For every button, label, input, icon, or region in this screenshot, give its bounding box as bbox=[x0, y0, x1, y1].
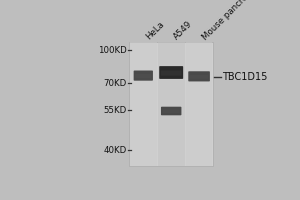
Text: HeLa: HeLa bbox=[145, 20, 166, 42]
FancyBboxPatch shape bbox=[129, 42, 213, 166]
Text: TBC1D15: TBC1D15 bbox=[222, 72, 268, 82]
Text: Mouse pancreas: Mouse pancreas bbox=[200, 0, 256, 42]
FancyBboxPatch shape bbox=[163, 110, 180, 113]
FancyBboxPatch shape bbox=[134, 71, 153, 81]
FancyBboxPatch shape bbox=[161, 70, 182, 76]
FancyBboxPatch shape bbox=[135, 74, 151, 78]
Text: 55KD: 55KD bbox=[104, 106, 127, 115]
FancyBboxPatch shape bbox=[188, 71, 210, 81]
Text: 40KD: 40KD bbox=[104, 146, 127, 155]
Text: 100KD: 100KD bbox=[98, 46, 127, 55]
FancyBboxPatch shape bbox=[190, 75, 208, 79]
Text: A549: A549 bbox=[172, 20, 194, 42]
Bar bbox=[158, 42, 184, 166]
FancyBboxPatch shape bbox=[161, 107, 182, 115]
Bar bbox=[186, 42, 212, 166]
Bar bbox=[130, 42, 157, 166]
FancyBboxPatch shape bbox=[159, 66, 183, 79]
Text: 70KD: 70KD bbox=[104, 79, 127, 88]
